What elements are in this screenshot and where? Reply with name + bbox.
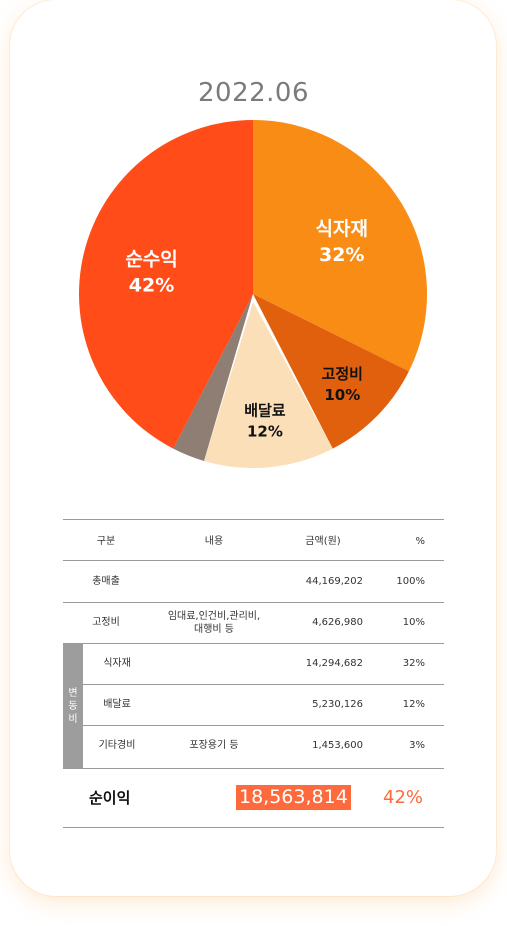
row-desc: 포장용기 등 <box>189 740 239 751</box>
header-name: 구분 <box>96 536 116 547</box>
row-pct: 100% <box>396 576 425 587</box>
row-amount: 14,294,682 <box>305 658 363 669</box>
row-pct: 10% <box>402 617 425 628</box>
row-amount: 5,230,126 <box>312 699 363 710</box>
row-name: 총매출 <box>92 576 120 587</box>
row-name: 기타경비 <box>98 740 136 751</box>
table-divider <box>83 725 444 726</box>
table-divider <box>63 560 444 561</box>
slice-label: 고정비 <box>322 365 363 383</box>
slice-label: 순수익 <box>125 248 177 270</box>
table-divider <box>63 643 444 644</box>
table-divider <box>63 602 444 603</box>
chart-title: 2022.06 <box>197 78 310 108</box>
row-desc: 대행비 등 <box>194 624 234 635</box>
row-pct: 3% <box>409 740 425 751</box>
header-desc: 내용 <box>204 536 224 547</box>
table-divider <box>63 768 444 769</box>
net-profit-pct: 42% <box>383 787 424 808</box>
table-divider <box>63 827 444 828</box>
slice-pct-label: 10% <box>324 386 360 404</box>
row-desc: 임대료,인건비,관리비, <box>167 611 261 622</box>
net-profit-label: 순이익 <box>89 789 131 807</box>
header-amount: 금액(원) <box>305 536 341 547</box>
slice-pct-label: 12% <box>247 423 283 441</box>
net-profit-amount: 18,563,814 <box>236 785 351 810</box>
row-amount: 1,453,600 <box>312 740 363 751</box>
slice-pct-label: 32% <box>319 244 364 266</box>
table-divider <box>83 684 444 685</box>
row-name: 배달료 <box>103 699 131 710</box>
pie-slice <box>173 294 253 461</box>
pie-slice <box>203 302 333 468</box>
header-pct: % <box>415 536 425 547</box>
slice-label: 식자재 <box>315 218 367 240</box>
pie-slice <box>78 120 253 449</box>
variable-cost-group-label: 변 동 비 <box>63 644 83 768</box>
pie-slice <box>253 120 428 372</box>
row-amount: 4,626,980 <box>312 617 363 628</box>
row-name: 식자재 <box>103 658 131 669</box>
row-name: 고정비 <box>92 617 120 628</box>
row-pct: 12% <box>402 699 425 710</box>
pie-chart: 식자재 32% 고정비 10% 배달료 12% 순수익 42% <box>78 120 428 468</box>
table-divider <box>63 519 444 520</box>
pie-slice <box>253 294 409 449</box>
row-amount: 44,169,202 <box>305 576 363 587</box>
slice-pct-label: 42% <box>129 274 174 296</box>
row-pct: 32% <box>402 658 425 669</box>
slice-label: 배달료 <box>244 402 286 420</box>
